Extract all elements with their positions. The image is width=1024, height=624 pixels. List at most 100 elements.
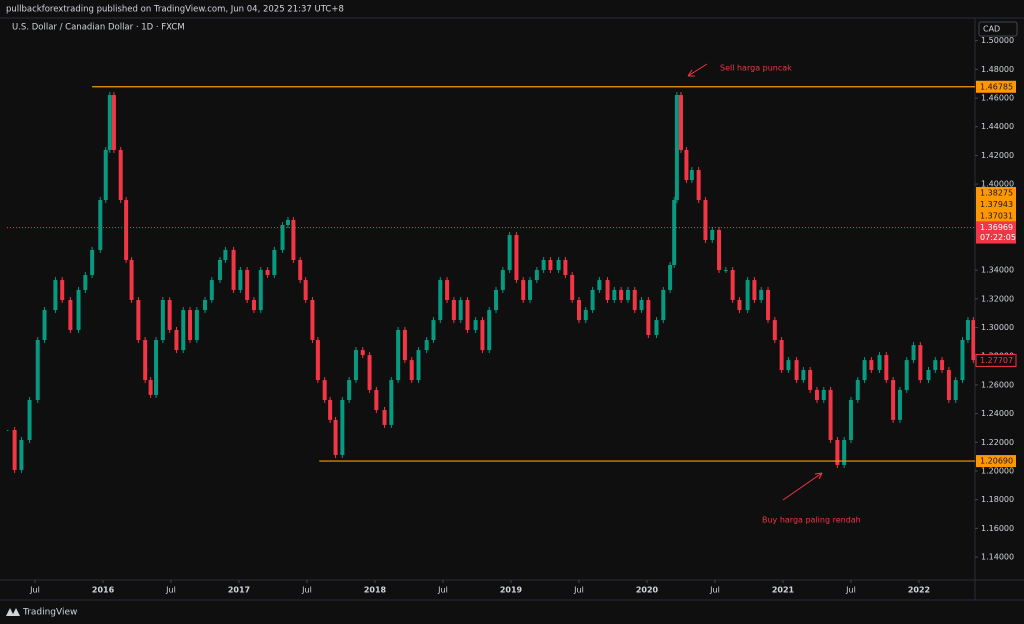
- candle: [258, 267, 263, 314]
- candle: [328, 396, 333, 423]
- candle-body: [745, 280, 750, 311]
- publisher: pullbackforextrading published on Tradin…: [6, 5, 344, 15]
- candle: [678, 92, 683, 153]
- candle-body: [548, 259, 553, 271]
- y-tick-label: 1.26000: [981, 380, 1014, 389]
- candle-body: [148, 380, 153, 395]
- candle: [639, 297, 644, 314]
- candle: [541, 256, 546, 274]
- candle: [612, 286, 617, 303]
- candle-body: [245, 270, 250, 300]
- candle-body: [521, 280, 526, 300]
- candle-body: [76, 289, 81, 330]
- candle-body: [353, 350, 358, 381]
- candle-body: [779, 340, 784, 370]
- candle: [310, 297, 315, 344]
- candle: [933, 357, 938, 373]
- candle-body: [223, 249, 228, 260]
- candle: [946, 367, 951, 403]
- candle-body: [965, 320, 970, 341]
- candle: [148, 377, 153, 398]
- candle-body: [723, 270, 728, 272]
- x-tick-label: 2022: [908, 586, 930, 595]
- candle-body: [389, 380, 394, 425]
- candle: [855, 377, 860, 403]
- candle: [209, 277, 214, 303]
- chart-title: U.S. Dollar / Canadian Dollar · 1D · FXC…: [12, 23, 185, 33]
- candle: [884, 352, 889, 384]
- price-label-box: [976, 80, 1016, 93]
- candle-body: [911, 345, 916, 361]
- candle-body: [111, 95, 116, 150]
- candle-body: [367, 355, 372, 390]
- candle: [619, 286, 624, 303]
- candle-body: [438, 280, 443, 321]
- candle-body: [960, 340, 965, 381]
- candle-body: [280, 224, 285, 250]
- y-tick-label: 1.20000: [981, 466, 1014, 475]
- candle: [7, 429, 9, 431]
- candle: [570, 272, 575, 303]
- y-tick-label: 1.50000: [981, 36, 1014, 45]
- candle: [500, 267, 505, 293]
- price-label-box: [976, 221, 1016, 244]
- currency-box[interactable]: [978, 21, 1018, 37]
- price-label-box: [976, 187, 1016, 199]
- candle-body: [668, 265, 673, 290]
- candle: [98, 197, 103, 253]
- candle-body: [855, 380, 860, 400]
- candle: [534, 267, 539, 284]
- candle: [27, 396, 32, 443]
- candle-body: [42, 310, 47, 341]
- candle: [194, 307, 199, 344]
- candle-body: [194, 310, 199, 341]
- candle: [42, 307, 47, 344]
- candle: [814, 386, 819, 403]
- candle-body: [904, 360, 909, 390]
- price-label: 1.27707: [980, 356, 1013, 365]
- x-tick-label: Jul: [437, 586, 448, 595]
- candle-body: [458, 300, 463, 321]
- candle: [869, 357, 874, 373]
- candle: [272, 246, 277, 279]
- candle-body: [794, 360, 799, 381]
- x-tick-label: 2016: [92, 586, 115, 595]
- candle-body: [12, 429, 17, 470]
- candle: [891, 377, 896, 423]
- candle: [583, 307, 588, 324]
- countdown: 07:22:05: [980, 233, 1016, 242]
- candle: [786, 357, 791, 373]
- candle-body: [118, 149, 123, 201]
- price-label-box: [976, 210, 1016, 222]
- candle: [911, 342, 916, 364]
- candle: [431, 317, 436, 344]
- candle-body: [35, 340, 40, 400]
- candle: [918, 342, 923, 384]
- candle-body: [298, 259, 303, 281]
- candle-body: [821, 389, 826, 400]
- candle-body: [431, 320, 436, 341]
- x-tick-label: Jul: [301, 586, 312, 595]
- candle: [465, 297, 470, 333]
- candle-body: [576, 300, 581, 321]
- candle-body: [918, 345, 923, 381]
- x-tick-label: Jul: [573, 586, 584, 595]
- candle: [821, 386, 826, 403]
- brand: TradingView: [22, 608, 77, 618]
- candle-body: [828, 389, 833, 440]
- candle: [646, 297, 651, 338]
- annotation: Buy harga paling rendah: [762, 516, 861, 525]
- candle-body: [328, 399, 333, 420]
- candle: [107, 92, 112, 153]
- candle: [835, 437, 840, 468]
- candle-body: [272, 249, 277, 276]
- candle: [521, 277, 526, 303]
- candle-body: [231, 249, 236, 290]
- candle: [507, 232, 512, 274]
- candle-body: [333, 419, 338, 455]
- candle: [696, 167, 701, 204]
- candle-body: [480, 320, 485, 351]
- candle: [136, 297, 141, 344]
